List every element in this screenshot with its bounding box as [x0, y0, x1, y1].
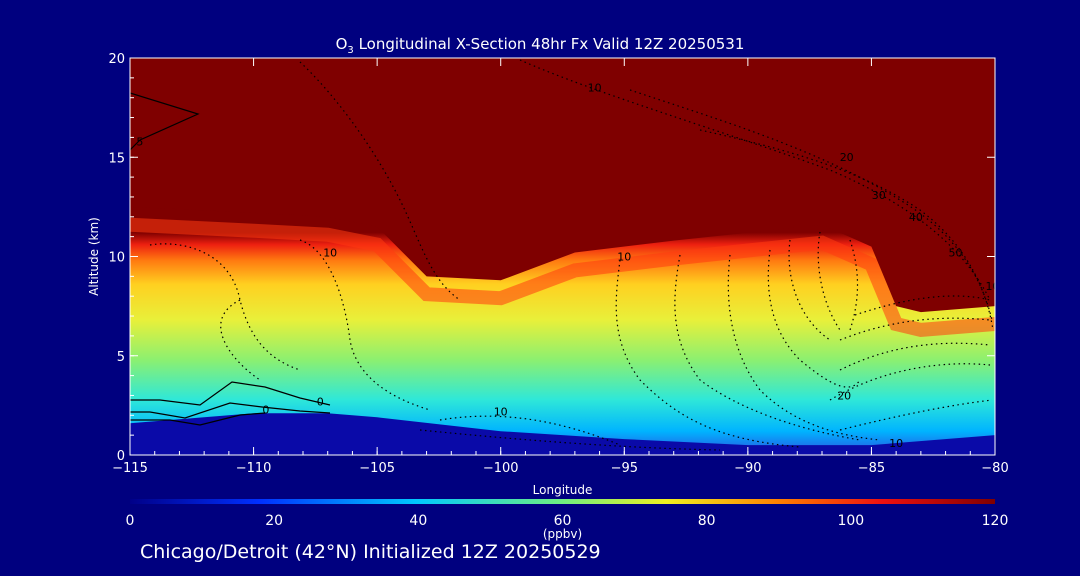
high-ozone-region — [130, 58, 995, 313]
contour-line — [419, 429, 721, 451]
contour-label: 40 — [909, 211, 923, 224]
y-tick-label: 20 — [108, 52, 125, 67]
contour-label: 30 — [872, 189, 886, 202]
x-tick-label: −105 — [359, 461, 395, 476]
contour-line — [220, 299, 261, 381]
contour-line — [149, 243, 301, 371]
y-tick-label: 0 — [117, 449, 125, 464]
contour-line — [849, 239, 859, 331]
x-tick-label: −115 — [112, 461, 148, 476]
contour-line — [299, 61, 461, 301]
x-tick-label: −110 — [236, 461, 272, 476]
terrain-surface — [130, 413, 995, 455]
footer-caption: Chicago/Detroit (42°N) Initialized 12Z 2… — [140, 541, 601, 563]
contour-line — [299, 239, 431, 411]
contour-label: 10 — [588, 82, 602, 95]
colorbar-tick-label: 120 — [982, 513, 1009, 529]
contour-line — [519, 59, 991, 301]
contour-label: 0 — [262, 403, 269, 416]
contour-line — [130, 92, 200, 151]
colorbar-tick-label: 60 — [554, 513, 572, 529]
x-tick-label: −95 — [611, 461, 638, 476]
contour-line — [674, 254, 861, 441]
colorbar-label: (ppbv) — [543, 527, 582, 541]
contour-label: 10 — [986, 280, 1000, 293]
y-axis-label: Altitude (km) — [87, 217, 101, 296]
colorbar-tick-label: 100 — [837, 513, 864, 529]
contour-label: 10 — [494, 405, 508, 418]
x-axis-label: Longitude — [533, 483, 593, 497]
x-tick-label: −100 — [483, 461, 519, 476]
contour-line — [839, 317, 991, 341]
contour-line — [829, 363, 991, 401]
x-tick-label: −85 — [858, 461, 885, 476]
contour-label: 10 — [889, 437, 903, 450]
ozone-transition-band — [130, 217, 995, 337]
contour-line — [130, 412, 266, 426]
contour-label: 0 — [317, 395, 324, 408]
colorbar — [130, 499, 995, 504]
contour-line — [817, 231, 841, 331]
colorbar-tick-label: 20 — [265, 513, 283, 529]
y-tick-label: 15 — [108, 151, 125, 166]
colorbar-tick-label: 40 — [409, 513, 427, 529]
contour-label: 20 — [840, 151, 854, 164]
chart-title: O3 Longitudinal X-Section 48hr Fx Valid … — [335, 35, 745, 56]
contour-line — [839, 399, 993, 431]
contour-line — [130, 381, 331, 406]
contour-label: 5 — [136, 135, 143, 148]
x-tick-label: −90 — [734, 461, 761, 476]
y-tick-label: 5 — [117, 350, 125, 365]
contour-label: 20 — [837, 389, 851, 402]
contour-label: 10 — [323, 247, 337, 260]
contour-line — [130, 402, 331, 419]
colorbar-tick-label: 0 — [126, 513, 135, 529]
contour-label: 10 — [617, 251, 631, 264]
contour-label: 50 — [949, 247, 963, 260]
x-tick-label: −80 — [981, 461, 1008, 476]
contour-line — [615, 259, 801, 448]
contour-line — [727, 254, 881, 441]
contour-line — [439, 415, 621, 446]
y-tick-label: 10 — [108, 251, 125, 266]
colorbar-tick-label: 80 — [698, 513, 716, 529]
contour-line — [854, 295, 991, 316]
